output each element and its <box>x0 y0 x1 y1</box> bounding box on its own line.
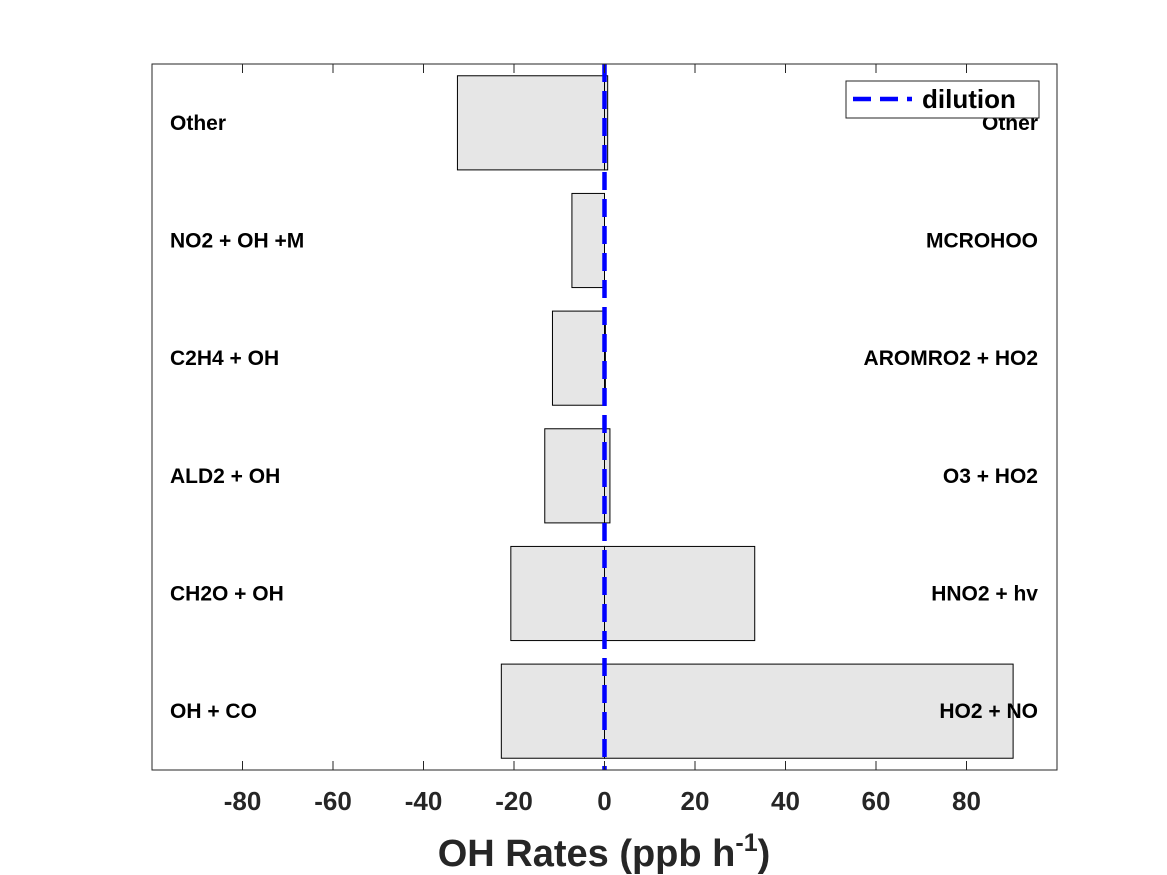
x-tick-label-0: -80 <box>224 786 262 816</box>
x-tick-label-2: -40 <box>405 786 443 816</box>
legend-box <box>845 80 1040 119</box>
x-tick-label-5: 20 <box>681 786 710 816</box>
production-label-5: HO2 + NO <box>939 700 1038 723</box>
x-tick-label-1: -60 <box>314 786 352 816</box>
x-tick-label-4: 0 <box>597 786 611 816</box>
x-axis-label-exponent: -1 <box>735 829 757 857</box>
bar-production-5 <box>604 663 1014 759</box>
x-axis-ticks: -80 -60 -40 -20 0 20 40 60 80 <box>224 64 981 816</box>
production-label-4: HNO2 + hv <box>931 583 1038 606</box>
bar-loss-3 <box>544 428 606 524</box>
x-tick-label-8: 80 <box>952 786 981 816</box>
x-tick-label-6: 40 <box>771 786 800 816</box>
legend-label-dilution: dilution <box>922 84 1016 114</box>
loss-label-2: C2H4 + OH <box>170 347 279 370</box>
production-label-2: AROMRO2 + HO2 <box>864 347 1038 370</box>
loss-label-3: ALD2 + OH <box>170 465 280 488</box>
loss-label-1: NO2 + OH +M <box>170 230 304 253</box>
bars-layer <box>456 75 1014 759</box>
bar-production-4 <box>604 545 756 642</box>
x-axis-label: OH Rates (ppb h-1) <box>438 829 771 875</box>
bar-loss-2 <box>551 310 606 406</box>
x-axis-label-suffix: ) <box>758 833 771 875</box>
x-tick-label-3: -20 <box>495 786 533 816</box>
production-label-1: MCROHOO <box>926 230 1038 253</box>
loss-label-4: CH2O + OH <box>170 583 284 606</box>
production-label-3: O3 + HO2 <box>943 465 1038 488</box>
bar-loss-4 <box>510 545 605 642</box>
x-axis-label-main: OH Rates (ppb h <box>438 833 736 875</box>
legend: dilution <box>845 80 1040 119</box>
bar-loss-0 <box>456 75 605 171</box>
x-tick-label-7: 60 <box>862 786 891 816</box>
loss-label-0: Other <box>170 112 226 135</box>
loss-label-5: OH + CO <box>170 700 257 723</box>
bar-loss-5 <box>500 663 605 759</box>
bar-loss-1 <box>571 192 605 289</box>
